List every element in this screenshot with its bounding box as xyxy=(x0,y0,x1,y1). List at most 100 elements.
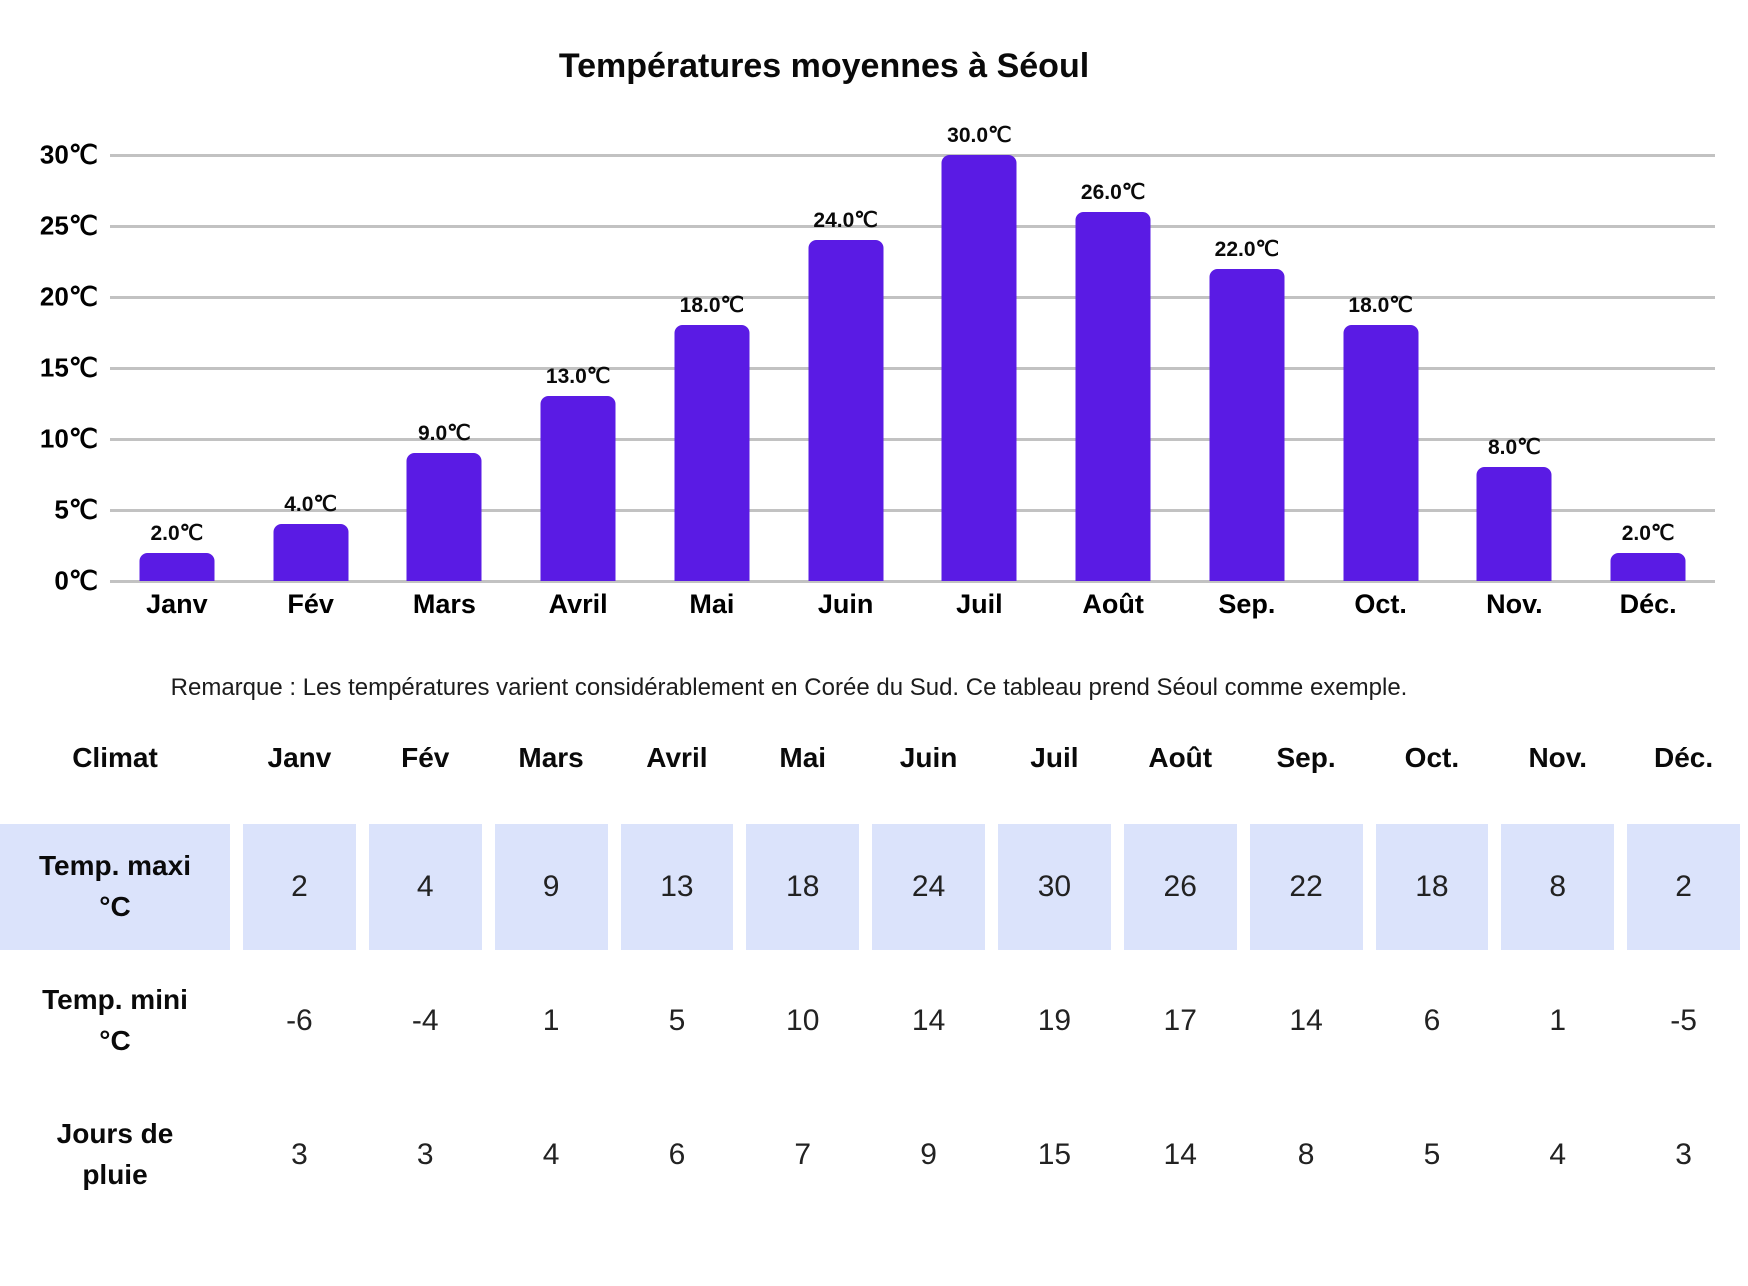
bar-value-label: 9.0℃ xyxy=(417,422,471,446)
x-axis-month-label: Mai xyxy=(689,589,735,619)
bar-column: 2.0℃ xyxy=(110,155,244,581)
temperature-bar xyxy=(139,552,215,581)
table-header-cell: Déc. xyxy=(1654,742,1714,773)
gridline xyxy=(110,224,1715,228)
bar-column: 8.0℃ xyxy=(1448,155,1582,581)
x-axis-month-label: Août xyxy=(1082,589,1144,619)
table-row-label: Temp. mini °C xyxy=(42,984,188,1056)
y-axis-tick: 15℃ xyxy=(39,352,98,383)
climate-table: Climat Janv Fév Mars Avril Mai Juin Juil Août Sep… xyxy=(0,726,1748,1218)
x-axis-month-label: Sep. xyxy=(1218,589,1276,619)
table-cell: 30 xyxy=(998,824,1111,950)
table-header-cell: Avril xyxy=(646,742,708,773)
bar-value-label: 30.0℃ xyxy=(947,124,1012,147)
table-cell: 13 xyxy=(620,824,734,950)
y-axis-tick: 20℃ xyxy=(39,281,98,312)
table-cell: 3 xyxy=(416,1138,434,1171)
bar-column: 9.0℃ xyxy=(378,155,512,581)
table-cell: 9 xyxy=(494,824,608,950)
x-axis-month-label: Avril xyxy=(548,589,608,619)
table-row-label: Jours de pluie xyxy=(56,1118,174,1190)
table-header-cell: Sep. xyxy=(1276,742,1336,773)
table-cell: 24 xyxy=(872,824,985,950)
gridline xyxy=(110,579,1715,583)
table-cell: 14 xyxy=(1289,1004,1323,1037)
bar-value-label: 2.0℃ xyxy=(1621,521,1675,545)
table-header-cell: Juin xyxy=(899,742,958,773)
bar-value-label: 24.0℃ xyxy=(813,209,878,233)
temperature-bar xyxy=(273,524,349,581)
bar-value-label: 26.0℃ xyxy=(1080,180,1146,204)
table-header-cell: Fév xyxy=(401,742,450,773)
x-axis-month-label: Janv xyxy=(146,589,208,619)
table-cell: 5 xyxy=(1423,1138,1441,1171)
table-cell: 6 xyxy=(1423,1004,1441,1037)
y-axis: 0℃ 5℃ 10℃ 15℃ 20℃ 25℃ 30℃ xyxy=(0,140,110,596)
table-cell: 5 xyxy=(668,1004,686,1037)
table-cell: -5 xyxy=(1670,1004,1697,1037)
table-cell: 6 xyxy=(668,1138,686,1171)
table-header-cell: Mai xyxy=(779,742,827,773)
gridline xyxy=(110,437,1715,441)
bar-column: 18.0℃ xyxy=(1314,155,1448,581)
table-header-cell: Oct. xyxy=(1404,742,1460,773)
gridline xyxy=(110,295,1715,299)
bar-value-label: 2.0℃ xyxy=(150,521,204,545)
table-cell: 3 xyxy=(291,1138,308,1171)
x-axis-month-label: Mars xyxy=(412,589,476,619)
temperature-bar xyxy=(674,325,750,581)
table-cell: -6 xyxy=(286,1004,313,1037)
y-axis-tick: 25℃ xyxy=(39,210,98,241)
y-axis-tick: 5℃ xyxy=(54,494,98,525)
table-cell: 4 xyxy=(1549,1138,1567,1171)
temperature-bar xyxy=(540,396,616,581)
plot-area: 2.0℃ 4.0℃ 9.0℃ 13.0℃ 18.0℃ 24.0℃ 30.0℃ 26.0℃ 22.… xyxy=(110,124,1715,583)
x-axis-month-label: Juil xyxy=(956,589,1003,619)
table-cell: 8 xyxy=(1297,1138,1315,1171)
bar-column: 26.0℃ xyxy=(1046,155,1180,581)
table-header-cell: Nov. xyxy=(1528,742,1588,773)
table-cell: 10 xyxy=(786,1004,820,1037)
table-cell: 1 xyxy=(542,1004,560,1037)
table-cell: 19 xyxy=(1037,1004,1072,1037)
bar-column: 4.0℃ xyxy=(244,155,378,581)
table-cell: 18 xyxy=(1375,824,1489,950)
y-axis-tick: 0℃ xyxy=(54,565,98,596)
bar-column: 2.0℃ xyxy=(1581,155,1715,581)
bar-column: 30.0℃ xyxy=(913,124,1047,581)
x-axis-month-label: Fév xyxy=(287,589,334,619)
table-cell: 22 xyxy=(1249,824,1363,950)
temperature-bar xyxy=(808,240,884,581)
remark-text: Remarque : Les températures varient cons… xyxy=(170,674,1408,701)
x-axis: Janv Fév Mars Avril Mai Juin Juil Août Sep. Oct. N… xyxy=(110,589,1748,620)
bar-column: 13.0℃ xyxy=(511,155,645,581)
bar-value-label: 8.0℃ xyxy=(1487,436,1541,460)
table-header-cell: Climat xyxy=(72,742,158,773)
table-cell: 17 xyxy=(1163,1004,1197,1037)
table-cell: 4 xyxy=(368,824,482,950)
temperature-bar xyxy=(941,155,1017,581)
x-axis-month-label: Déc. xyxy=(1619,589,1677,619)
gridline xyxy=(110,153,1715,157)
bar-value-label: 22.0℃ xyxy=(1214,237,1280,261)
bar-value-label: 4.0℃ xyxy=(284,493,338,517)
y-axis-tick: 30℃ xyxy=(39,139,98,170)
x-axis-month-label: Oct. xyxy=(1354,589,1407,619)
table-cell: 26 xyxy=(1123,824,1237,950)
temperature-bar-chart: 0℃ 5℃ 10℃ 15℃ 20℃ 25℃ 30℃ 2.0℃ 4.0℃ 9.0℃ 13.0℃ 18.… xyxy=(0,124,1748,596)
temperature-bar xyxy=(1209,268,1285,581)
bar-value-label: 18.0℃ xyxy=(679,294,745,318)
table-cell: 15 xyxy=(1037,1138,1072,1171)
table-cell: 2 xyxy=(1627,824,1740,950)
table-cell: 3 xyxy=(1675,1138,1692,1171)
chart-title: Températures moyennes à Séoul xyxy=(558,47,1090,85)
bar-column: 24.0℃ xyxy=(779,155,913,581)
table-cell: 14 xyxy=(911,1004,946,1037)
table-header-cell: Mars xyxy=(518,742,584,773)
temperature-bar xyxy=(1476,467,1552,581)
temperature-bar xyxy=(1343,325,1419,581)
table-cell: -4 xyxy=(411,1004,439,1037)
gridline xyxy=(110,366,1715,370)
gridline xyxy=(110,508,1715,512)
table-cell: 14 xyxy=(1163,1138,1197,1171)
